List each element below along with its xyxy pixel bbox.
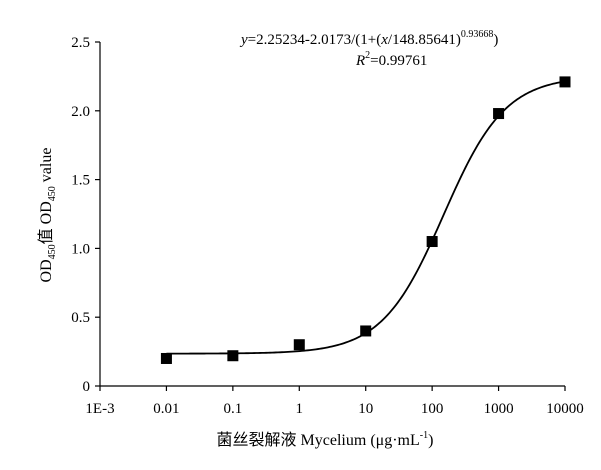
data-point: [360, 325, 372, 337]
data-point: [293, 339, 305, 351]
y-axis-label: OD450值 OD450 value: [37, 148, 58, 283]
data-point: [559, 76, 571, 88]
y-tick-label: 0.5: [71, 310, 90, 326]
x-axis-label: 菌丝裂解液 Mycelium (μg·mL-1): [217, 430, 434, 449]
x-tick-label: 0.1: [223, 401, 242, 417]
x-tick-label: 1: [296, 401, 304, 417]
data-point: [493, 108, 505, 120]
y-tick-label: 1.5: [71, 173, 90, 189]
data-point: [426, 236, 438, 248]
y-tick-label: 1.0: [71, 241, 90, 257]
x-tick-label: 1000: [484, 401, 514, 417]
axes: 1E-3 0.01 0.1 1 10 100 1000 10000 0 0.5 1.0 1.5 2.0 2…: [71, 35, 584, 417]
data-point: [160, 352, 172, 364]
fit-layer: [166, 80, 566, 355]
fit-equation: y=2.25234-2.0173/(1+(x/148.85641)0.93668…: [239, 29, 498, 48]
fit-curve: [166, 80, 566, 355]
r-squared-label: R2=0.99761: [355, 50, 427, 69]
points-layer: [160, 76, 571, 364]
y-tick-label: 2.0: [71, 104, 90, 120]
x-tick-label: 0.01: [153, 401, 179, 417]
y-tick-label: 0: [83, 379, 91, 395]
x-tick-label: 10: [358, 401, 373, 417]
x-tick-label: 10000: [546, 401, 584, 417]
data-point: [227, 350, 239, 362]
x-tick-label: 100: [421, 401, 444, 417]
y-tick-label: 2.5: [71, 35, 90, 51]
x-tick-label: 1E-3: [85, 401, 114, 417]
